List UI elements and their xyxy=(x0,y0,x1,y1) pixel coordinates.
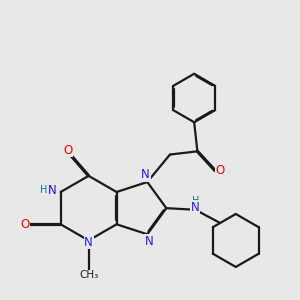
Text: H: H xyxy=(192,196,199,206)
Text: O: O xyxy=(63,143,72,157)
Text: N: N xyxy=(141,168,150,182)
Text: N: N xyxy=(191,201,200,214)
Text: N: N xyxy=(84,236,93,249)
Text: H: H xyxy=(40,185,47,195)
Text: O: O xyxy=(215,164,225,177)
Text: O: O xyxy=(20,218,30,231)
Text: N: N xyxy=(145,235,153,248)
Text: N: N xyxy=(48,184,57,197)
Text: CH₃: CH₃ xyxy=(79,270,98,280)
